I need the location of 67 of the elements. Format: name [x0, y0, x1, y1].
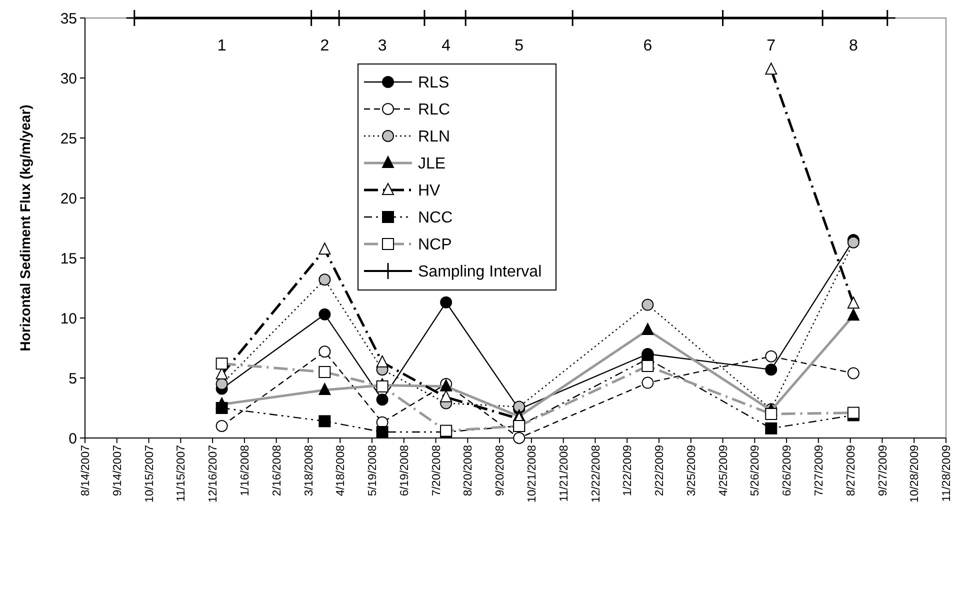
- legend-label: RLC: [418, 102, 450, 119]
- x-tick-label: 7/27/2009: [813, 445, 826, 496]
- y-tick-label: 5: [68, 370, 77, 388]
- point: [765, 422, 778, 434]
- point: [376, 394, 388, 406]
- x-tick-label: 1/16/2008: [239, 445, 252, 496]
- x-tick-label: 11/21/2008: [558, 445, 570, 502]
- y-tick-label: 20: [60, 190, 77, 208]
- annotation: 7: [766, 38, 776, 55]
- x-tick-label: 2/16/2008: [271, 445, 284, 496]
- point: [440, 296, 452, 308]
- x-tick-label: 4/25/2009: [718, 445, 730, 496]
- x-tick-label: 5/26/2009: [750, 445, 762, 496]
- x-tick-label: 5/19/2008: [367, 445, 380, 496]
- point: [318, 274, 331, 286]
- y-tick-label: 30: [60, 70, 77, 88]
- point: [513, 400, 526, 413]
- x-tick-label: 11/28/2009: [941, 445, 954, 502]
- point: [765, 364, 778, 376]
- x-tick-label: 9/14/2007: [112, 445, 124, 496]
- y-axis-title: Horizontal Sediment Flux (kg/m/year): [17, 104, 33, 352]
- annotation: 5: [514, 38, 524, 55]
- legend-label: RLS: [418, 74, 450, 92]
- annotation: 8: [848, 38, 858, 55]
- x-tick-label: 8/14/2007: [80, 445, 92, 496]
- x-tick-label: 1/22/2009: [622, 445, 634, 496]
- legend-label: NCP: [418, 236, 452, 254]
- y-tick-label: 25: [60, 130, 77, 148]
- point: [847, 236, 860, 248]
- point: [318, 242, 331, 255]
- annotation: 1: [217, 38, 226, 55]
- x-tick-label: 6/19/2008: [398, 445, 411, 496]
- point: [318, 415, 331, 428]
- legend-label: RLN: [418, 128, 450, 146]
- x-tick-label: 3/18/2008: [303, 445, 316, 496]
- y-tick-label: 15: [60, 250, 77, 268]
- x-tick-label: 8/20/2008: [462, 445, 475, 496]
- legend-label: HV: [418, 182, 441, 200]
- point: [318, 308, 331, 320]
- annotation: 6: [643, 38, 652, 55]
- y-tick-label: 35: [60, 10, 77, 28]
- x-tick-label: 6/26/2009: [782, 445, 794, 496]
- x-tick-label: 10/21/2008: [526, 445, 538, 503]
- point: [216, 402, 228, 414]
- annotation: 2: [320, 38, 330, 55]
- annotation: 3: [378, 38, 387, 55]
- point: [642, 298, 654, 311]
- x-tick-label: 11/15/2007: [176, 445, 188, 502]
- x-tick-label: 10/15/2007: [144, 445, 156, 503]
- legend-label: JLE: [418, 156, 446, 173]
- annotation: 4: [442, 38, 451, 55]
- point: [216, 378, 228, 390]
- x-tick-label: 7/20/2008: [430, 445, 443, 496]
- y-tick-label: 10: [60, 310, 77, 328]
- x-tick-label: 9/20/2008: [494, 445, 507, 496]
- x-tick-label: 2/22/2009: [654, 445, 666, 496]
- x-tick-label: 12/22/2008: [590, 445, 602, 503]
- legend-label: Sampling Interval: [418, 264, 542, 281]
- x-tick-label: 9/27/2009: [877, 445, 890, 496]
- x-tick-label: 10/28/2009: [909, 445, 922, 503]
- x-tick-label: 8/27/2009: [845, 445, 858, 496]
- x-tick-label: 4/18/2008: [335, 445, 348, 496]
- point: [376, 426, 388, 438]
- y-tick-label: 0: [68, 430, 77, 448]
- x-tick-label: 3/25/2009: [686, 445, 698, 496]
- legend-label: NCC: [418, 210, 453, 227]
- x-tick-label: 12/16/2007: [208, 445, 220, 503]
